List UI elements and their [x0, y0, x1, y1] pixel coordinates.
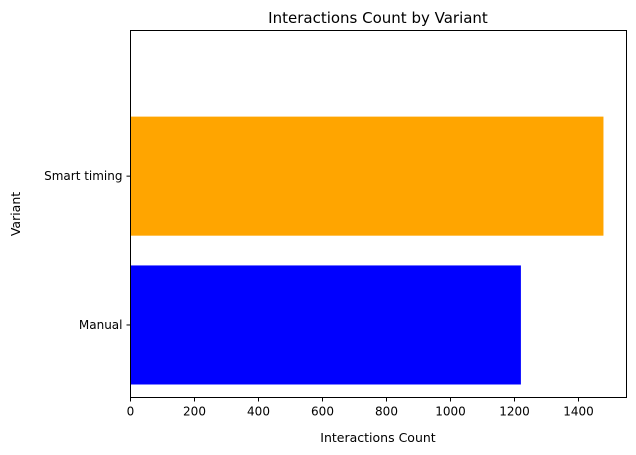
x-tick-label: 200: [183, 405, 206, 419]
x-tick-label: 800: [375, 405, 398, 419]
chart-title: Interactions Count by Variant: [268, 9, 488, 27]
bar-smart-timing: [130, 116, 604, 236]
y-axis-ticks: Manual Smart timing: [44, 169, 131, 332]
x-axis-label: Interactions Count: [320, 430, 436, 445]
x-tick-label: 1200: [499, 405, 530, 419]
x-tick-label: 1000: [435, 405, 466, 419]
x-tick-label: 0: [127, 405, 135, 419]
x-tick-label: 600: [311, 405, 334, 419]
x-axis-ticks: 0 200 400 600 800 1000 1200 1400: [127, 397, 594, 419]
plot-frame: [130, 30, 627, 398]
bar-manual: [130, 265, 521, 385]
bars-group: [130, 116, 604, 385]
y-axis-label: Variant: [8, 192, 23, 236]
x-tick-label: 1400: [563, 405, 594, 419]
y-tick-label: Smart timing: [44, 169, 122, 183]
x-tick-label: 400: [247, 405, 270, 419]
y-tick-label: Manual: [79, 318, 123, 332]
